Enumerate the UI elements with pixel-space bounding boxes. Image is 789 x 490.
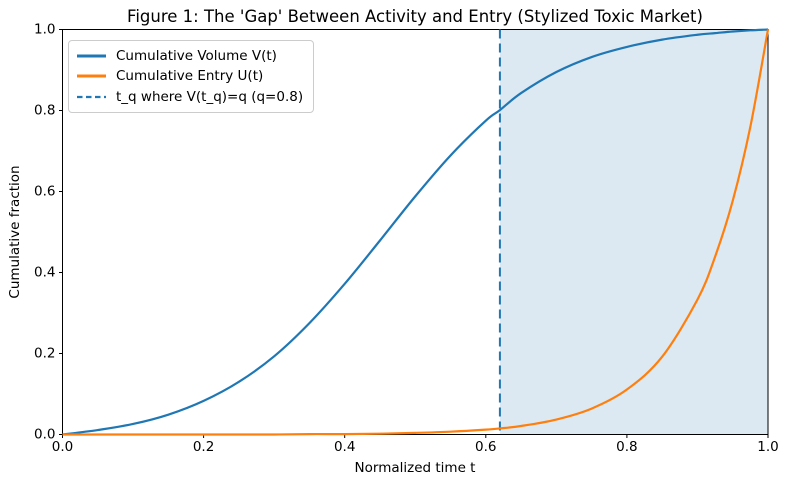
y-tick-label: 1.0	[34, 22, 55, 38]
x-tick-label: 0.0	[52, 439, 73, 455]
plot-border	[62, 29, 769, 435]
x-tick-label: 1.0	[757, 439, 778, 455]
tq-dashed-line-swatch-icon	[77, 95, 106, 98]
y-axis-label: Cumulative fraction	[7, 165, 23, 299]
legend-label-volume: Cumulative Volume V(t)	[116, 47, 277, 64]
y-tick-label: 0.8	[34, 103, 55, 119]
x-axis-label: Normalized time t	[354, 460, 476, 476]
entry-line-swatch-icon	[77, 74, 106, 78]
chart-title: Figure 1: The 'Gap' Between Activity and…	[127, 7, 703, 26]
legend-label-tq: t_q where V(t_q)=q (q=0.8)	[116, 88, 304, 105]
legend-label-entry: Cumulative Entry U(t)	[116, 68, 264, 85]
shaded-gap-region	[499, 29, 768, 435]
legend-item-tq: t_q where V(t_q)=q (q=0.8)	[76, 88, 303, 106]
x-tick-label: 0.2	[193, 439, 214, 455]
x-tick-label: 0.4	[334, 439, 355, 455]
y-tick-label: 0.6	[34, 184, 55, 200]
legend-item-volume: Cumulative Volume V(t)	[76, 47, 303, 65]
legend: Cumulative Volume V(t) Cumulative Entry …	[68, 40, 315, 113]
volume-line-swatch-icon	[77, 54, 106, 58]
x-tick-label: 0.8	[616, 439, 637, 455]
entry-curve	[62, 29, 770, 436]
y-tick-label: 0.4	[34, 265, 55, 281]
volume-curve	[62, 28, 769, 436]
legend-item-entry: Cumulative Entry U(t)	[76, 68, 303, 86]
x-tick-label: 0.6	[475, 439, 496, 455]
y-tick-label: 0.2	[34, 346, 55, 362]
y-tick-label: 0.0	[34, 427, 55, 443]
